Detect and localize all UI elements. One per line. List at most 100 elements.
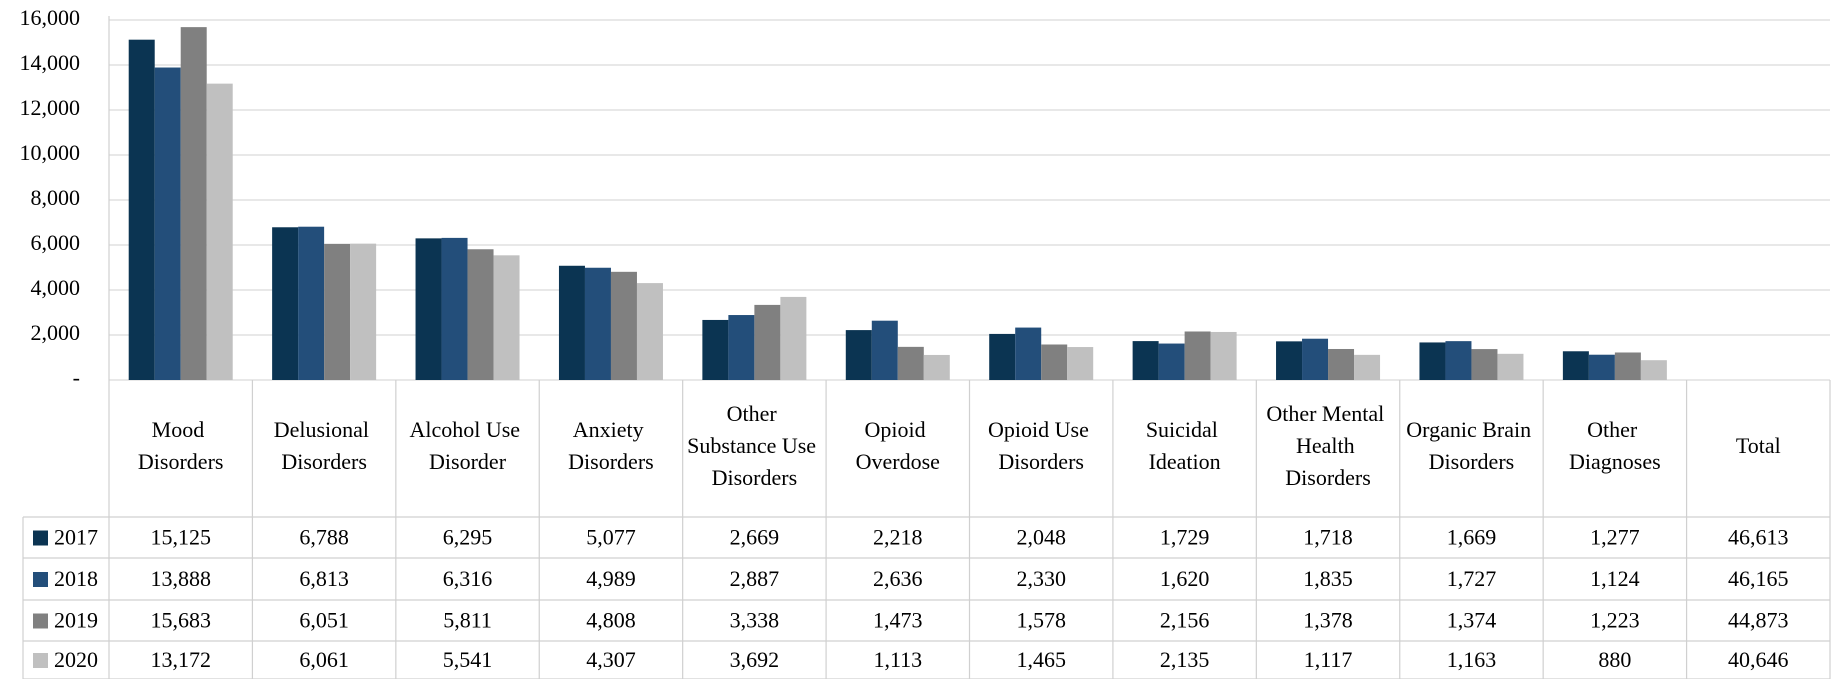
bar	[493, 255, 520, 380]
bar	[1302, 338, 1329, 380]
table-value: 1,473	[873, 608, 923, 633]
bar	[1445, 341, 1472, 380]
legend-label: 2017	[54, 525, 98, 550]
bar	[1562, 351, 1589, 380]
table-value: 4,808	[586, 608, 636, 633]
bar	[180, 27, 207, 380]
bar	[1419, 342, 1446, 380]
table-value: 1,578	[1016, 608, 1066, 633]
table-value: 6,813	[299, 566, 349, 591]
bar	[415, 238, 442, 380]
table-value: 5,811	[443, 608, 492, 633]
table-value: 4,307	[586, 647, 636, 672]
table-value: 2,156	[1160, 608, 1210, 633]
table-value: 1,465	[1016, 647, 1066, 672]
category-label: Other Diagnoses	[1569, 417, 1661, 474]
bar	[923, 354, 950, 380]
table-value: 2,330	[1016, 566, 1066, 591]
legend-label: 2020	[54, 647, 98, 672]
y-tick-label: 12,000	[20, 95, 81, 120]
table-value: 6,788	[299, 525, 349, 550]
y-tick-label: 10,000	[20, 140, 81, 165]
bar	[467, 249, 494, 380]
bar	[871, 320, 898, 380]
bar	[1015, 327, 1042, 380]
bar	[350, 243, 377, 380]
table-value: 1,727	[1447, 566, 1497, 591]
bar	[584, 267, 611, 380]
bar	[780, 296, 807, 380]
table-value: 6,295	[443, 525, 493, 550]
bar	[1184, 331, 1211, 380]
table-value: 1,378	[1303, 608, 1353, 633]
table-value: 1,277	[1590, 525, 1640, 550]
table-value: 2,218	[873, 525, 923, 550]
table-value: 1,620	[1160, 566, 1210, 591]
bar	[558, 265, 585, 380]
table-value: 880	[1598, 647, 1631, 672]
table-value: 1,117	[1304, 647, 1353, 672]
bar	[610, 271, 637, 380]
category-label: Other Substance Use Disorders	[687, 401, 821, 490]
table-value: 4,989	[586, 566, 636, 591]
table-value: 2,135	[1160, 647, 1210, 672]
table-value: 1,729	[1160, 525, 1210, 550]
legend-swatch	[33, 530, 48, 546]
table-value: 15,125	[150, 525, 211, 550]
bar	[1276, 341, 1303, 380]
bar	[1041, 344, 1068, 380]
category-label: Other Mental Health Disorders	[1266, 401, 1389, 490]
table-value: 1,374	[1447, 608, 1497, 633]
table-value: 1,223	[1590, 608, 1640, 633]
table-value: 13,888	[150, 566, 211, 591]
table-value: 1,113	[873, 647, 922, 672]
bar	[324, 243, 351, 380]
table-total: 44,873	[1728, 608, 1789, 633]
bar	[989, 333, 1016, 380]
y-tick-label: 6,000	[31, 230, 81, 255]
bar	[1471, 349, 1498, 380]
category-label: Mood Disorders	[138, 417, 224, 474]
table-value: 13,172	[150, 647, 211, 672]
bar	[636, 283, 663, 380]
bar	[702, 319, 729, 380]
bar	[1354, 354, 1381, 380]
bar	[298, 226, 325, 380]
bar	[897, 346, 924, 380]
table-value: 2,669	[730, 525, 780, 550]
legend-label: 2018	[54, 566, 98, 591]
bar	[1158, 343, 1185, 380]
bar	[845, 330, 872, 380]
bar	[1614, 352, 1641, 380]
bar	[1210, 331, 1237, 380]
table-value: 15,683	[150, 608, 211, 633]
table-total: 46,165	[1728, 566, 1789, 591]
table-value: 5,077	[586, 525, 636, 550]
legend-swatch	[33, 653, 48, 668]
y-tick-label: 2,000	[31, 320, 81, 345]
category-label: Delusional Disorders	[274, 417, 375, 474]
table-value: 2,048	[1016, 525, 1066, 550]
table-total: 40,646	[1728, 647, 1789, 672]
legend-swatch	[33, 613, 48, 629]
legend-swatch	[33, 572, 48, 587]
y-tick-label: 4,000	[31, 275, 81, 300]
table-value: 1,718	[1303, 525, 1353, 550]
table-value: 5,541	[443, 647, 493, 672]
bar	[728, 315, 755, 380]
category-label: Opioid Use Disorders	[988, 417, 1094, 474]
bar	[154, 67, 181, 381]
table-value: 2,887	[730, 566, 780, 591]
table-value: 6,316	[443, 566, 493, 591]
category-label: Organic Brain Disorders	[1406, 417, 1536, 474]
bar	[1588, 354, 1615, 380]
y-tick-label: 14,000	[20, 50, 81, 75]
table-total: 46,613	[1728, 525, 1789, 550]
legend-label: 2019	[54, 608, 98, 633]
y-tick-label: 8,000	[31, 185, 81, 210]
table-value: 1,163	[1447, 647, 1497, 672]
category-label: Anxiety Disorders	[568, 417, 654, 474]
bar	[1132, 341, 1159, 380]
bar	[1640, 360, 1667, 380]
